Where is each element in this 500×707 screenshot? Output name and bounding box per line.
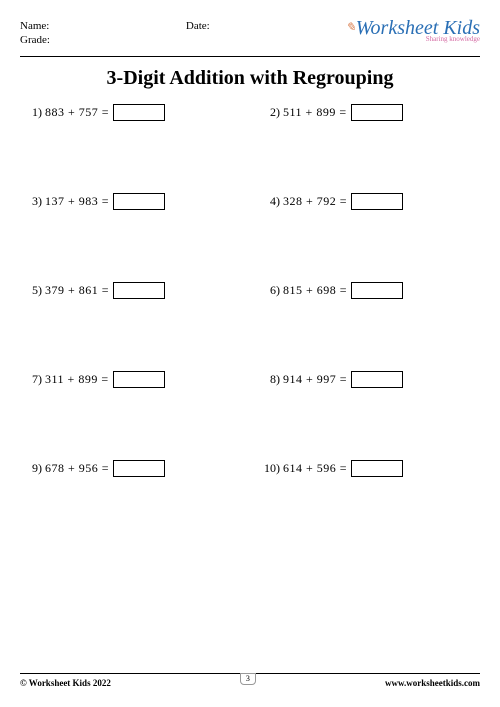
copyright-text: © Worksheet Kids 2022	[20, 678, 111, 688]
worksheet-header: Name: Grade: Date: ✎Worksheet Kids Shari…	[20, 18, 480, 54]
problem-expression: 678 + 956 =	[45, 461, 109, 476]
problem-item: 3) 137 + 983 =	[22, 193, 240, 210]
problem-expression: 614 + 596 =	[283, 461, 347, 476]
problem-number: 7)	[22, 372, 42, 387]
problem-item: 5) 379 + 861 =	[22, 282, 240, 299]
brand-logo: ✎Worksheet Kids Sharing knowledge	[346, 18, 480, 43]
problem-expression: 883 + 757 =	[45, 105, 109, 120]
problems-grid: 1) 883 + 757 = 2) 511 + 899 = 3) 137 + 9…	[20, 104, 480, 477]
problem-number: 8)	[260, 372, 280, 387]
worksheet-title: 3-Digit Addition with Regrouping	[20, 67, 480, 90]
header-divider	[20, 56, 480, 57]
problem-number: 1)	[22, 105, 42, 120]
problem-item: 2) 511 + 899 =	[260, 104, 478, 121]
problem-expression: 137 + 983 =	[45, 194, 109, 209]
problem-item: 6) 815 + 698 =	[260, 282, 478, 299]
problem-expression: 914 + 997 =	[283, 372, 347, 387]
problem-item: 10) 614 + 596 =	[260, 460, 478, 477]
problem-item: 8) 914 + 997 =	[260, 371, 478, 388]
answer-input[interactable]	[113, 460, 165, 477]
problem-number: 4)	[260, 194, 280, 209]
answer-input[interactable]	[113, 371, 165, 388]
worksheet-footer: © Worksheet Kids 2022 3 www.worksheetkid…	[20, 673, 480, 689]
problem-item: 9) 678 + 956 =	[22, 460, 240, 477]
footer-url: www.worksheetkids.com	[385, 678, 480, 688]
answer-input[interactable]	[351, 282, 403, 299]
problem-number: 3)	[22, 194, 42, 209]
answer-input[interactable]	[113, 104, 165, 121]
problem-number: 6)	[260, 283, 280, 298]
problem-item: 7) 311 + 899 =	[22, 371, 240, 388]
answer-input[interactable]	[351, 193, 403, 210]
grade-label: Grade:	[20, 34, 50, 46]
problem-expression: 311 + 899 =	[45, 372, 109, 387]
problem-expression: 511 + 899 =	[283, 105, 347, 120]
problem-expression: 815 + 698 =	[283, 283, 347, 298]
pencil-icon: ✎	[346, 20, 356, 34]
answer-input[interactable]	[351, 460, 403, 477]
answer-input[interactable]	[113, 282, 165, 299]
problem-expression: 379 + 861 =	[45, 283, 109, 298]
problem-item: 1) 883 + 757 =	[22, 104, 240, 121]
name-label: Name:	[20, 20, 50, 32]
answer-input[interactable]	[351, 104, 403, 121]
problem-expression: 328 + 792 =	[283, 194, 347, 209]
date-label: Date:	[186, 20, 210, 32]
problem-number: 2)	[260, 105, 280, 120]
problem-number: 9)	[22, 461, 42, 476]
answer-input[interactable]	[113, 193, 165, 210]
problem-number: 10)	[260, 461, 280, 476]
page-number: 3	[240, 673, 256, 685]
problem-item: 4) 328 + 792 =	[260, 193, 478, 210]
answer-input[interactable]	[351, 371, 403, 388]
problem-number: 5)	[22, 283, 42, 298]
